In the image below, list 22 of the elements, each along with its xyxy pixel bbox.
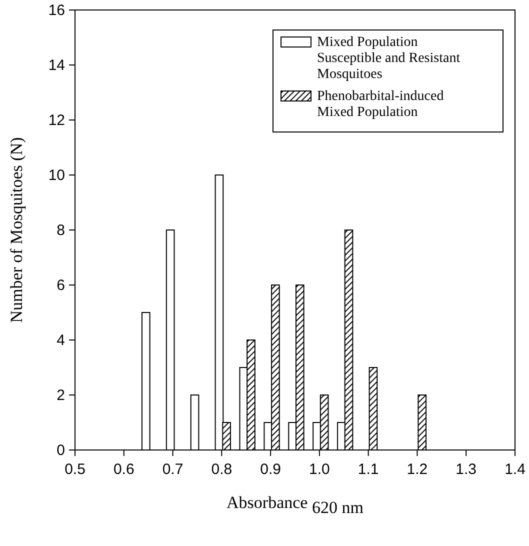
y-tick-label: 12: [48, 112, 65, 129]
x-tick-label: 1.3: [456, 461, 477, 478]
y-tick-label: 6: [56, 277, 65, 294]
y-tick-label: 4: [56, 332, 65, 349]
y-tick-label: 16: [48, 2, 65, 19]
x-tick-label: 0.5: [64, 461, 86, 478]
x-tick-label: 1.0: [309, 461, 330, 478]
x-tick-label: 0.7: [162, 461, 184, 478]
x-tick-label: 1.4: [504, 461, 526, 478]
y-tick-label: 8: [56, 222, 65, 239]
y-tick-label: 0: [56, 442, 65, 459]
x-tick-label: 0.6: [113, 461, 134, 478]
x-tick-label: 0.8: [211, 461, 232, 478]
legend-label: Mixed Population Susceptible and Resistant Mosquitoes: [317, 35, 460, 82]
y-tick-label: 14: [48, 57, 65, 74]
y-axis-title: Number of Mosquitoes (N): [7, 137, 26, 323]
x-tick-label: 1.1: [358, 461, 379, 478]
x-tick-label: 1.2: [406, 461, 428, 478]
legend-label: Phenobarbital-induced Mixed Population: [317, 89, 444, 120]
x-tick-label: 0.9: [260, 461, 281, 478]
y-tick-label: 10: [48, 167, 65, 184]
y-tick-label: 2: [56, 387, 65, 404]
